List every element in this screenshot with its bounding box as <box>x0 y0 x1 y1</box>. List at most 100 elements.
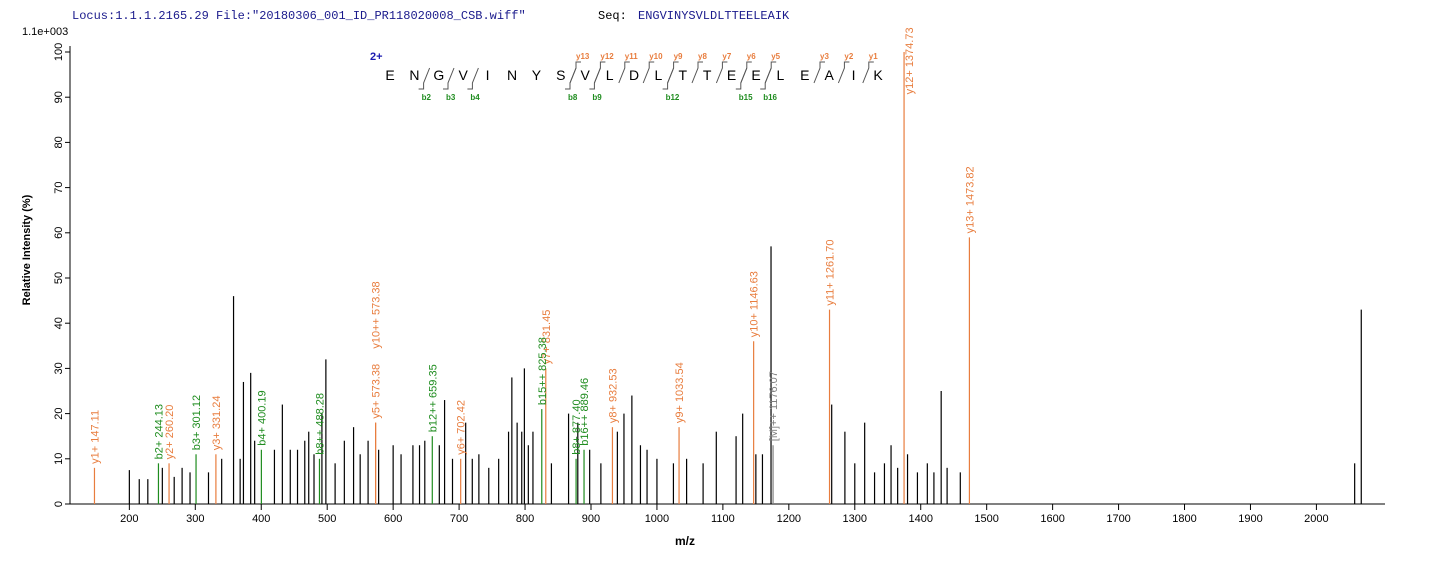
y-tick-label: 40 <box>53 317 65 329</box>
y-ion: y11 <box>625 52 638 61</box>
residue: S <box>556 67 565 83</box>
peak-label: b15++ 825.38 <box>537 337 549 405</box>
residue: E <box>385 67 394 83</box>
x-tick-label: 1800 <box>1172 513 1196 525</box>
peak-label: [M]++ 1176.07 <box>768 371 780 441</box>
peak-label: b3+ 301.12 <box>191 395 203 450</box>
residue: I <box>486 67 490 83</box>
residue: E <box>751 67 760 83</box>
residue: E <box>800 67 809 83</box>
x-tick-label: 2000 <box>1304 513 1328 525</box>
peak-label: y3+ 331.24 <box>211 396 223 451</box>
b-break <box>589 67 601 90</box>
residue: L <box>777 67 785 83</box>
b-ion: b15 <box>739 93 753 102</box>
x-tick-label: 1300 <box>843 513 867 525</box>
residue: L <box>606 67 614 83</box>
locus: Locus:1.1.1.2165.29 File:"20180306_001_I… <box>72 9 526 23</box>
x-tick-label: 1400 <box>908 513 932 525</box>
y-tick-label: 50 <box>53 272 65 284</box>
y-break <box>691 61 703 84</box>
y-ion: y10 <box>649 52 663 61</box>
y-break <box>642 61 655 84</box>
y-ion: y6 <box>747 52 756 61</box>
b-ion: b9 <box>592 93 602 102</box>
y-tick-label: 80 <box>53 136 65 148</box>
b-ion: b12 <box>666 93 680 102</box>
x-tick-label: 1200 <box>777 513 801 525</box>
x-tick-label: 300 <box>186 513 204 525</box>
y-break <box>813 61 825 84</box>
residue: V <box>459 67 469 83</box>
y-ion: y13 <box>576 52 590 61</box>
peak-label: y10+ 1146.63 <box>749 271 761 337</box>
x-tick-label: 1500 <box>974 513 998 525</box>
y-tick-label: 100 <box>53 43 65 61</box>
x-axis-title: m/z <box>675 534 695 548</box>
x-tick-label: 1100 <box>711 513 735 525</box>
peak-label: b4+ 400.19 <box>256 390 268 445</box>
b-break <box>735 67 748 90</box>
y-ion: y2 <box>844 52 853 61</box>
residue: D <box>629 67 639 83</box>
y-ion: y9 <box>674 52 683 61</box>
y-tick-label: 10 <box>53 453 65 465</box>
y-ion: y7 <box>722 52 731 61</box>
y-ion: y5 <box>771 52 780 61</box>
y-ion: y12 <box>600 52 614 61</box>
charge: 2+ <box>370 51 383 63</box>
peak-label: y5+ 573.38 <box>371 364 383 419</box>
b-break <box>418 67 431 90</box>
x-tick-label: 800 <box>516 513 534 525</box>
residue: V <box>581 67 591 83</box>
y-break <box>618 61 630 84</box>
y-axis-title: Relative Intensity (%) <box>21 194 33 305</box>
peak-label: y6+ 702.42 <box>456 400 468 455</box>
peak-label: y2+ 260.20 <box>164 405 176 460</box>
x-tick-label: 1900 <box>1238 513 1262 525</box>
residue: L <box>655 67 663 83</box>
b-break <box>662 67 675 90</box>
x-tick-label: 600 <box>384 513 402 525</box>
y-ion: y3 <box>820 52 829 61</box>
peak-label: y11+ 1261.70 <box>825 239 837 305</box>
y-tick-label: 0 <box>53 501 65 507</box>
b-ion: b3 <box>446 93 456 102</box>
peak-label: y9+ 1033.54 <box>674 362 686 423</box>
y-tick-label: 60 <box>53 227 65 239</box>
peak-label: b12++ 659.35 <box>427 364 439 432</box>
b-break <box>467 67 479 90</box>
x-tick-label: 200 <box>120 513 138 525</box>
peak-label: b16++ 889.46 <box>579 378 591 446</box>
peak-label: y10++ 573.38 <box>371 281 383 348</box>
peak-label: y1+ 147.11 <box>89 410 101 464</box>
peak-label: b8+ 877.40 <box>571 399 583 454</box>
y-break <box>715 61 728 84</box>
y-break <box>862 61 874 84</box>
x-tick-label: 900 <box>582 513 600 525</box>
b-ion: b8 <box>568 93 578 102</box>
peak-label: y7+ 831.45 <box>541 310 553 365</box>
y-break <box>837 61 850 84</box>
b-break <box>443 67 455 90</box>
residue: N <box>507 67 517 83</box>
peak-label: y13+ 1473.82 <box>964 166 976 233</box>
peak-label: y8+ 932.53 <box>607 368 619 423</box>
y-tick-label: 30 <box>53 362 65 374</box>
b-ion: b2 <box>422 93 432 102</box>
b-break <box>565 67 577 90</box>
y-ion: y8 <box>698 52 707 61</box>
residue: I <box>852 67 856 83</box>
residue: Y <box>532 67 542 83</box>
y-ion: y1 <box>869 52 878 61</box>
y-tick-label: 90 <box>53 91 65 103</box>
residue: N <box>409 67 419 83</box>
x-tick-label: 1600 <box>1040 513 1064 525</box>
residue: T <box>703 67 712 83</box>
x-tick-label: 500 <box>318 513 336 525</box>
b-ion: b16 <box>763 93 777 102</box>
b-ion: b4 <box>470 93 480 102</box>
b-break <box>760 67 772 90</box>
y-tick-label: 70 <box>53 181 65 193</box>
